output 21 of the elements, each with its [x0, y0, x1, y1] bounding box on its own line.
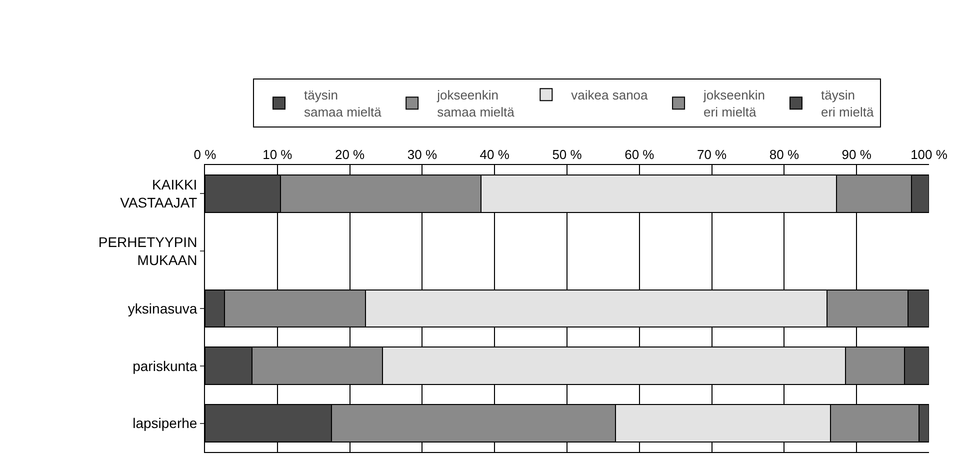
x-tick-label: 90 % — [842, 146, 872, 162]
y-tick-label: yksinasuva — [128, 300, 198, 316]
y-tick-label: lapsiperhe — [132, 415, 198, 432]
x-tick-label: 0 % — [194, 146, 217, 162]
x-tick-label: 60 % — [624, 146, 655, 162]
x-tick-label: 70 % — [696, 146, 728, 162]
x-tick-label: 30 % — [407, 146, 438, 162]
x-tick-label: 100 % — [910, 146, 948, 162]
x-tick-label: 50 % — [552, 146, 582, 162]
y-tick-label: pariskunta — [132, 358, 198, 374]
legend-label: vaikea sanoa — [571, 88, 649, 103]
legend-label: jokseenkin eri mieltä — [702, 88, 765, 120]
x-tick-label: 80 % — [769, 146, 800, 162]
legend-label: jokseenkin samaa mieltä — [436, 88, 516, 120]
legend-label: täysin eri mieltä — [820, 88, 874, 120]
x-tick-label: 20 % — [334, 146, 366, 162]
y-tick-label: KAIKKI VASTAAJAT — [120, 176, 198, 211]
y-tick-label: PERHETYYPIN MUKAAN — [98, 234, 198, 268]
x-tick-label: 40 % — [480, 146, 510, 162]
legend-label: täysin samaa mieltä — [304, 88, 382, 120]
x-tick-label: 10 % — [262, 146, 293, 162]
